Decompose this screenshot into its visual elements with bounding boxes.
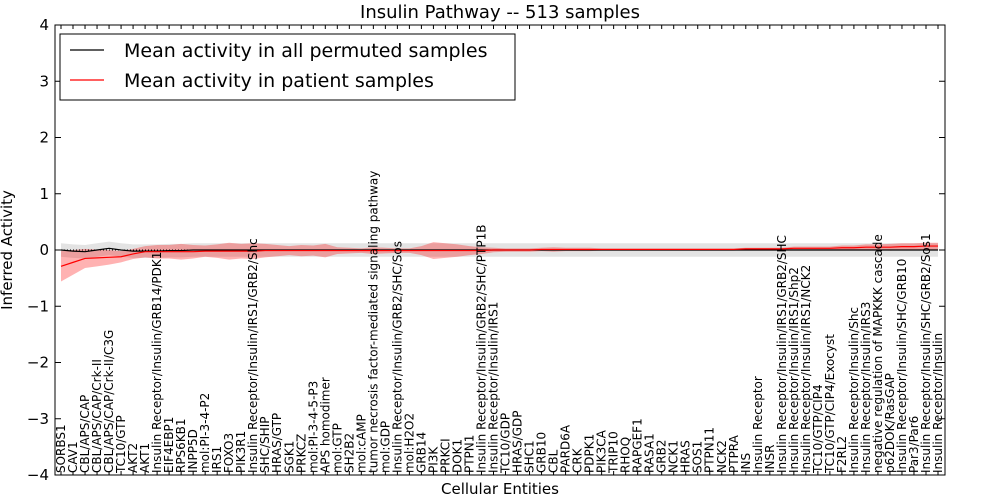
x-tick-label: CBL/APS/CAP/Crk-II [90,359,104,473]
x-tick-label: Par3/Par6 [907,416,921,473]
x-tick-label: Insulin Receptor/Insulin/IRS1/NCK2 [799,265,813,473]
x-tick-label: CAV1 [66,441,80,473]
x-tick-label: Insulin Receptor/Insulin/IRS1 [486,302,500,473]
x-tick-label: Insulin Receptor/Insulin/IRS1/GRB2/SHC [775,235,789,473]
x-tick-label: NCK2 [715,440,729,473]
patient-band [61,242,938,282]
x-tick-label: TC10/GTP/CIP4 [811,384,825,474]
x-tick-label: INS [739,453,753,473]
x-tick-label: Insulin Receptor/Insulin/GRB2/SHC/Sos [390,241,404,473]
x-tick-label: negative regulation of MAPKKK cascade [871,234,885,473]
x-tick-label: PTPN11 [703,427,717,473]
y-tick-label: 4 [39,16,49,34]
legend-label-patient: Mean activity in patient samples [124,70,434,92]
x-tick-label: Insulin Receptor/Insulin/IRS1/GRB2/Shc [246,238,260,473]
legend-label-permuted: Mean activity in all permuted samples [124,40,487,62]
x-tick-label: F2RL2 [835,436,849,473]
y-tick-label: −2 [27,354,49,372]
x-tick-label: TC10/GTP/CIP4/Exocyst [823,334,837,474]
x-tick-label: AKT2 [126,443,140,473]
x-tick-label: TC10/GDP [499,413,513,474]
y-tick-label: 1 [39,185,49,203]
x-tick-label: APS homodimer [318,377,332,473]
x-tick-label: PDPK1 [583,434,597,473]
x-tick-label: SOS1 [691,441,705,473]
x-tick-label: SHC1 [523,440,537,473]
x-tick-label: GRB14 [414,432,428,473]
x-tick-label: TC10/GTP [114,415,128,474]
x-tick-label: EIF4EBP1 [162,417,176,473]
x-tick-label: Insulin Receptor [751,376,765,473]
x-tick-label: mol:GDP [378,421,392,473]
x-tick-label: mol:PI-3-4-5-P3 [306,381,320,473]
x-tick-label: GRB10 [535,432,549,473]
y-tick-label: −1 [27,297,49,315]
x-tick-label: SH2B2 [342,433,356,473]
x-tick-label: NCK1 [667,440,681,473]
x-tick-label: PTPN1 [462,435,476,473]
y-tick-label: −4 [27,466,49,484]
x-tick-label: PARD6A [559,424,573,473]
x-tick-label: SGK1 [282,441,296,473]
x-tick-label: mol:H2O2 [402,413,416,473]
patient-series-line [60,245,938,267]
x-tick-label: Insulin Receptor/Insulin [931,333,945,473]
x-axis-label: Cellular Entities [441,480,559,498]
x-tick-label: DOK1 [450,439,464,473]
x-tick-label: mol:PI-3-4-P2 [198,393,212,473]
plot-area [55,241,945,282]
x-tick-label: CBL/APS/CAP/Crk-II/C3G [102,330,116,473]
x-tick-label: PIK3CA [595,429,609,473]
x-tick-label: PIK3R1 [234,431,248,473]
x-tick-label: HRAS [679,440,693,473]
x-tick-label: HRAS/GDP [511,410,525,473]
y-tick-label: 3 [39,72,49,90]
x-tick-label: p62DOK/RasGAP [883,373,897,473]
x-tick-label: Insulin Receptor/Insulin/GRB14/PDK1 [150,252,164,473]
x-tick-label: FOXO3 [222,433,236,473]
x-tick-label: GRB2 [655,439,669,473]
y-tick-label: −3 [27,410,49,428]
x-tick-label: RPS6KB1 [174,418,188,473]
x-tick-label: SORBS1 [54,424,68,473]
axes: −4 −3 −2 −1 0 1 2 3 4 [27,16,946,484]
x-tick-label: PTPRA [727,434,741,473]
x-tick-label: RASA1 [643,433,657,473]
x-tick-label: INPP5D [186,429,200,473]
x-tick-label: PRKCI [438,438,452,473]
legend: Mean activity in all permuted samples Me… [59,33,516,101]
chart-title: Insulin Pathway -- 513 samples [360,2,640,23]
x-tick-label: HRAS/GTP [270,413,284,473]
x-tick-label: Insulin Receptor/Insulin/SHC/GRB2/Sos1 [919,233,933,473]
legend-box [59,33,516,101]
x-tick-label: Insulin Receptor/Insulin/Shc [847,307,861,473]
x-tick-label: CRK [571,447,585,473]
x-tick-label: IRS1 [210,446,224,473]
x-tick-label: RAPGEF1 [631,418,645,473]
x-tick-label: Insulin Receptor/Insulin/IRS1/Shp2 [787,267,801,473]
x-tick-label: PRKCZ [294,434,308,473]
x-tick-label: INSR [763,445,777,473]
x-tick-labels: SORBS1CAV1CBL/APS/CAPCBL/APS/CAP/Crk-IIC… [54,171,945,474]
x-tick-label: TRIP10 [607,431,621,474]
x-tick-label: CBL [547,449,561,473]
x-tick-label: SHC/SHIP [258,417,272,473]
y-axis-label: Inferred Activity [0,190,16,310]
x-tick-label: Insulin Receptor/Insulin/SHC/GRB10 [895,259,909,473]
x-tick-label: Insulin Receptor/Insulin/GRB2/SHC/PTP1B [474,224,488,473]
x-tick-label: tumor necrosis factor-mediated signaling… [366,171,380,473]
y-tick-label: 2 [39,129,49,147]
x-tick-label: PI3K [426,446,440,473]
x-tick-label: AKT1 [138,443,152,473]
x-tick-label: RHOQ [619,437,633,473]
x-tick-label: mol:cAMP [354,414,368,473]
x-tick-label: CBL/APS/CAP [78,395,92,473]
x-tick-label: mol:GTP [330,423,344,473]
y-tick-label: 0 [39,241,49,259]
x-tick-label: Insulin Receptor/Insulin/IRS3 [859,302,873,473]
